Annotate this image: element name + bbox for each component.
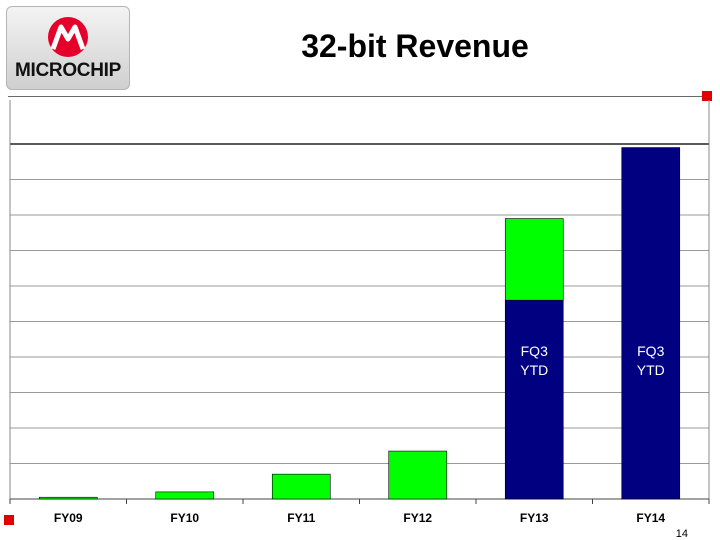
x-tick-label: FY10 (170, 511, 199, 525)
microchip-logo-icon (48, 17, 88, 57)
slide-title: 32-bit Revenue (301, 28, 529, 64)
red-square-top-right (702, 91, 712, 101)
logo-text: MICROCHIP (14, 60, 122, 81)
bar-annotation: FQ3 (521, 343, 548, 359)
x-tick-label: FY13 (520, 511, 549, 525)
bar-annotation: YTD (520, 362, 548, 378)
microchip-logo: MICROCHIP (6, 6, 130, 90)
header-rule (8, 96, 706, 97)
bar-fy10-series-2 (155, 491, 215, 500)
x-tick-label: FY11 (287, 511, 315, 525)
red-square-bottom-left (4, 515, 14, 525)
x-tick-label: FY14 (636, 511, 665, 525)
bar-fy12-series-2 (388, 450, 448, 500)
bar-annotation: YTD (637, 362, 665, 378)
bar-annotation: FQ3 (637, 343, 664, 359)
bar-fy14-series-1 (621, 147, 681, 500)
bar-fy13-series-1 (504, 299, 564, 500)
x-tick-label: FY09 (54, 511, 83, 525)
bar-fy09-series-2 (38, 496, 98, 500)
x-tick-label: FY12 (403, 511, 432, 525)
bar-fy11-series-2 (271, 473, 331, 500)
slide-number: 14 (675, 528, 688, 540)
bar-fy13-series-2 (504, 218, 564, 301)
